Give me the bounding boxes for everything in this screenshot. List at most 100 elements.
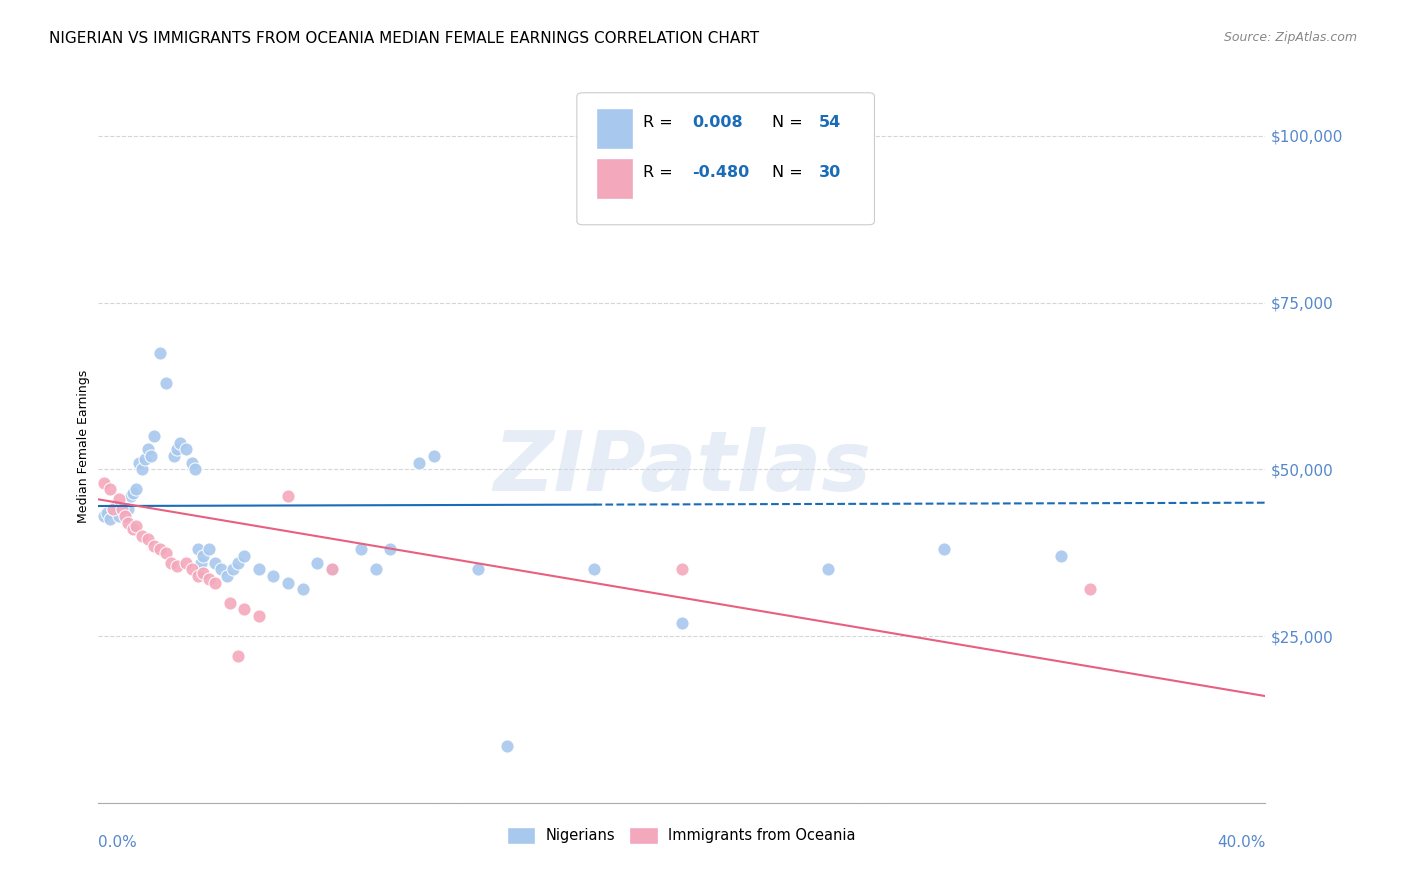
Point (111, 502, 134, 516)
Point (101, 502, 124, 516)
Point (209, 562, 232, 576)
Point (96, 506, 118, 520)
Point (262, 569, 284, 583)
Point (125, 483, 148, 497)
Text: -0.480: -0.480 (692, 165, 749, 180)
Point (134, 452, 156, 467)
Point (187, 542, 209, 557)
Point (193, 566, 215, 580)
Point (204, 575, 226, 590)
Point (122, 522, 145, 536)
Point (136, 533, 159, 547)
Point (120, 489, 142, 503)
Text: R =: R = (644, 165, 678, 180)
Point (104, 499, 127, 513)
Text: NIGERIAN VS IMMIGRANTS FROM OCEANIA MEDIAN FEMALE EARNINGS CORRELATION CHART: NIGERIAN VS IMMIGRANTS FROM OCEANIA MEDI… (49, 31, 759, 46)
Text: N =: N = (772, 115, 807, 130)
Point (583, 562, 606, 576)
Point (496, 739, 519, 753)
Point (228, 556, 250, 570)
Point (174, 556, 197, 570)
Point (180, 456, 202, 470)
Point (1080, 582, 1102, 597)
Point (149, 345, 172, 359)
Point (117, 502, 139, 516)
Point (125, 519, 148, 533)
Text: 0.008: 0.008 (692, 115, 742, 130)
Text: 0.0%: 0.0% (98, 835, 138, 850)
Text: Source: ZipAtlas.com: Source: ZipAtlas.com (1223, 31, 1357, 45)
Legend: Nigerians, Immigrants from Oceania: Nigerians, Immigrants from Oceania (502, 822, 862, 849)
Point (98, 483, 121, 497)
Point (114, 506, 136, 520)
Point (277, 575, 299, 590)
Point (1050, 549, 1073, 563)
FancyBboxPatch shape (596, 159, 631, 198)
Text: 40.0%: 40.0% (1218, 835, 1265, 850)
Text: ZIPatlas: ZIPatlas (494, 427, 870, 508)
Point (277, 489, 299, 503)
FancyBboxPatch shape (576, 93, 875, 225)
Point (93, 509, 115, 524)
Point (98, 512, 121, 526)
Point (142, 429, 165, 443)
Point (139, 449, 162, 463)
Point (198, 573, 221, 587)
Point (101, 502, 124, 516)
Point (291, 582, 314, 597)
Point (149, 542, 172, 557)
Point (221, 562, 243, 576)
Point (228, 649, 250, 664)
Point (423, 449, 446, 463)
Point (93, 475, 115, 490)
Y-axis label: Median Female Earnings: Median Female Earnings (77, 369, 90, 523)
Point (114, 509, 136, 524)
Point (934, 542, 956, 557)
Point (467, 562, 489, 576)
Point (174, 442, 197, 457)
Point (108, 492, 131, 507)
Point (671, 615, 693, 630)
Point (155, 546, 177, 560)
Point (166, 442, 188, 457)
Point (142, 539, 165, 553)
Point (155, 376, 177, 390)
Point (204, 556, 226, 570)
Point (218, 596, 240, 610)
Point (128, 456, 150, 470)
Text: N =: N = (772, 165, 807, 180)
Text: 30: 30 (818, 165, 841, 180)
Point (321, 562, 343, 576)
Point (190, 556, 212, 570)
FancyBboxPatch shape (596, 109, 631, 148)
Point (817, 562, 839, 576)
Point (247, 562, 270, 576)
Point (321, 562, 343, 576)
Point (307, 556, 329, 570)
Point (233, 549, 256, 563)
Point (183, 462, 205, 476)
Point (111, 502, 134, 516)
Point (187, 569, 209, 583)
Point (160, 556, 183, 570)
Point (408, 456, 430, 470)
Point (247, 609, 270, 624)
Point (233, 602, 256, 616)
Text: R =: R = (644, 115, 678, 130)
Text: 54: 54 (818, 115, 841, 130)
Point (166, 559, 188, 574)
Point (131, 462, 153, 476)
Point (671, 562, 693, 576)
Point (380, 542, 402, 557)
Point (122, 485, 145, 500)
Point (169, 435, 191, 450)
Point (193, 549, 215, 563)
Point (108, 509, 131, 524)
Point (350, 542, 373, 557)
Point (131, 529, 153, 543)
Point (163, 449, 186, 463)
Point (180, 562, 202, 576)
Point (215, 569, 238, 583)
Point (136, 442, 159, 457)
Point (198, 542, 221, 557)
